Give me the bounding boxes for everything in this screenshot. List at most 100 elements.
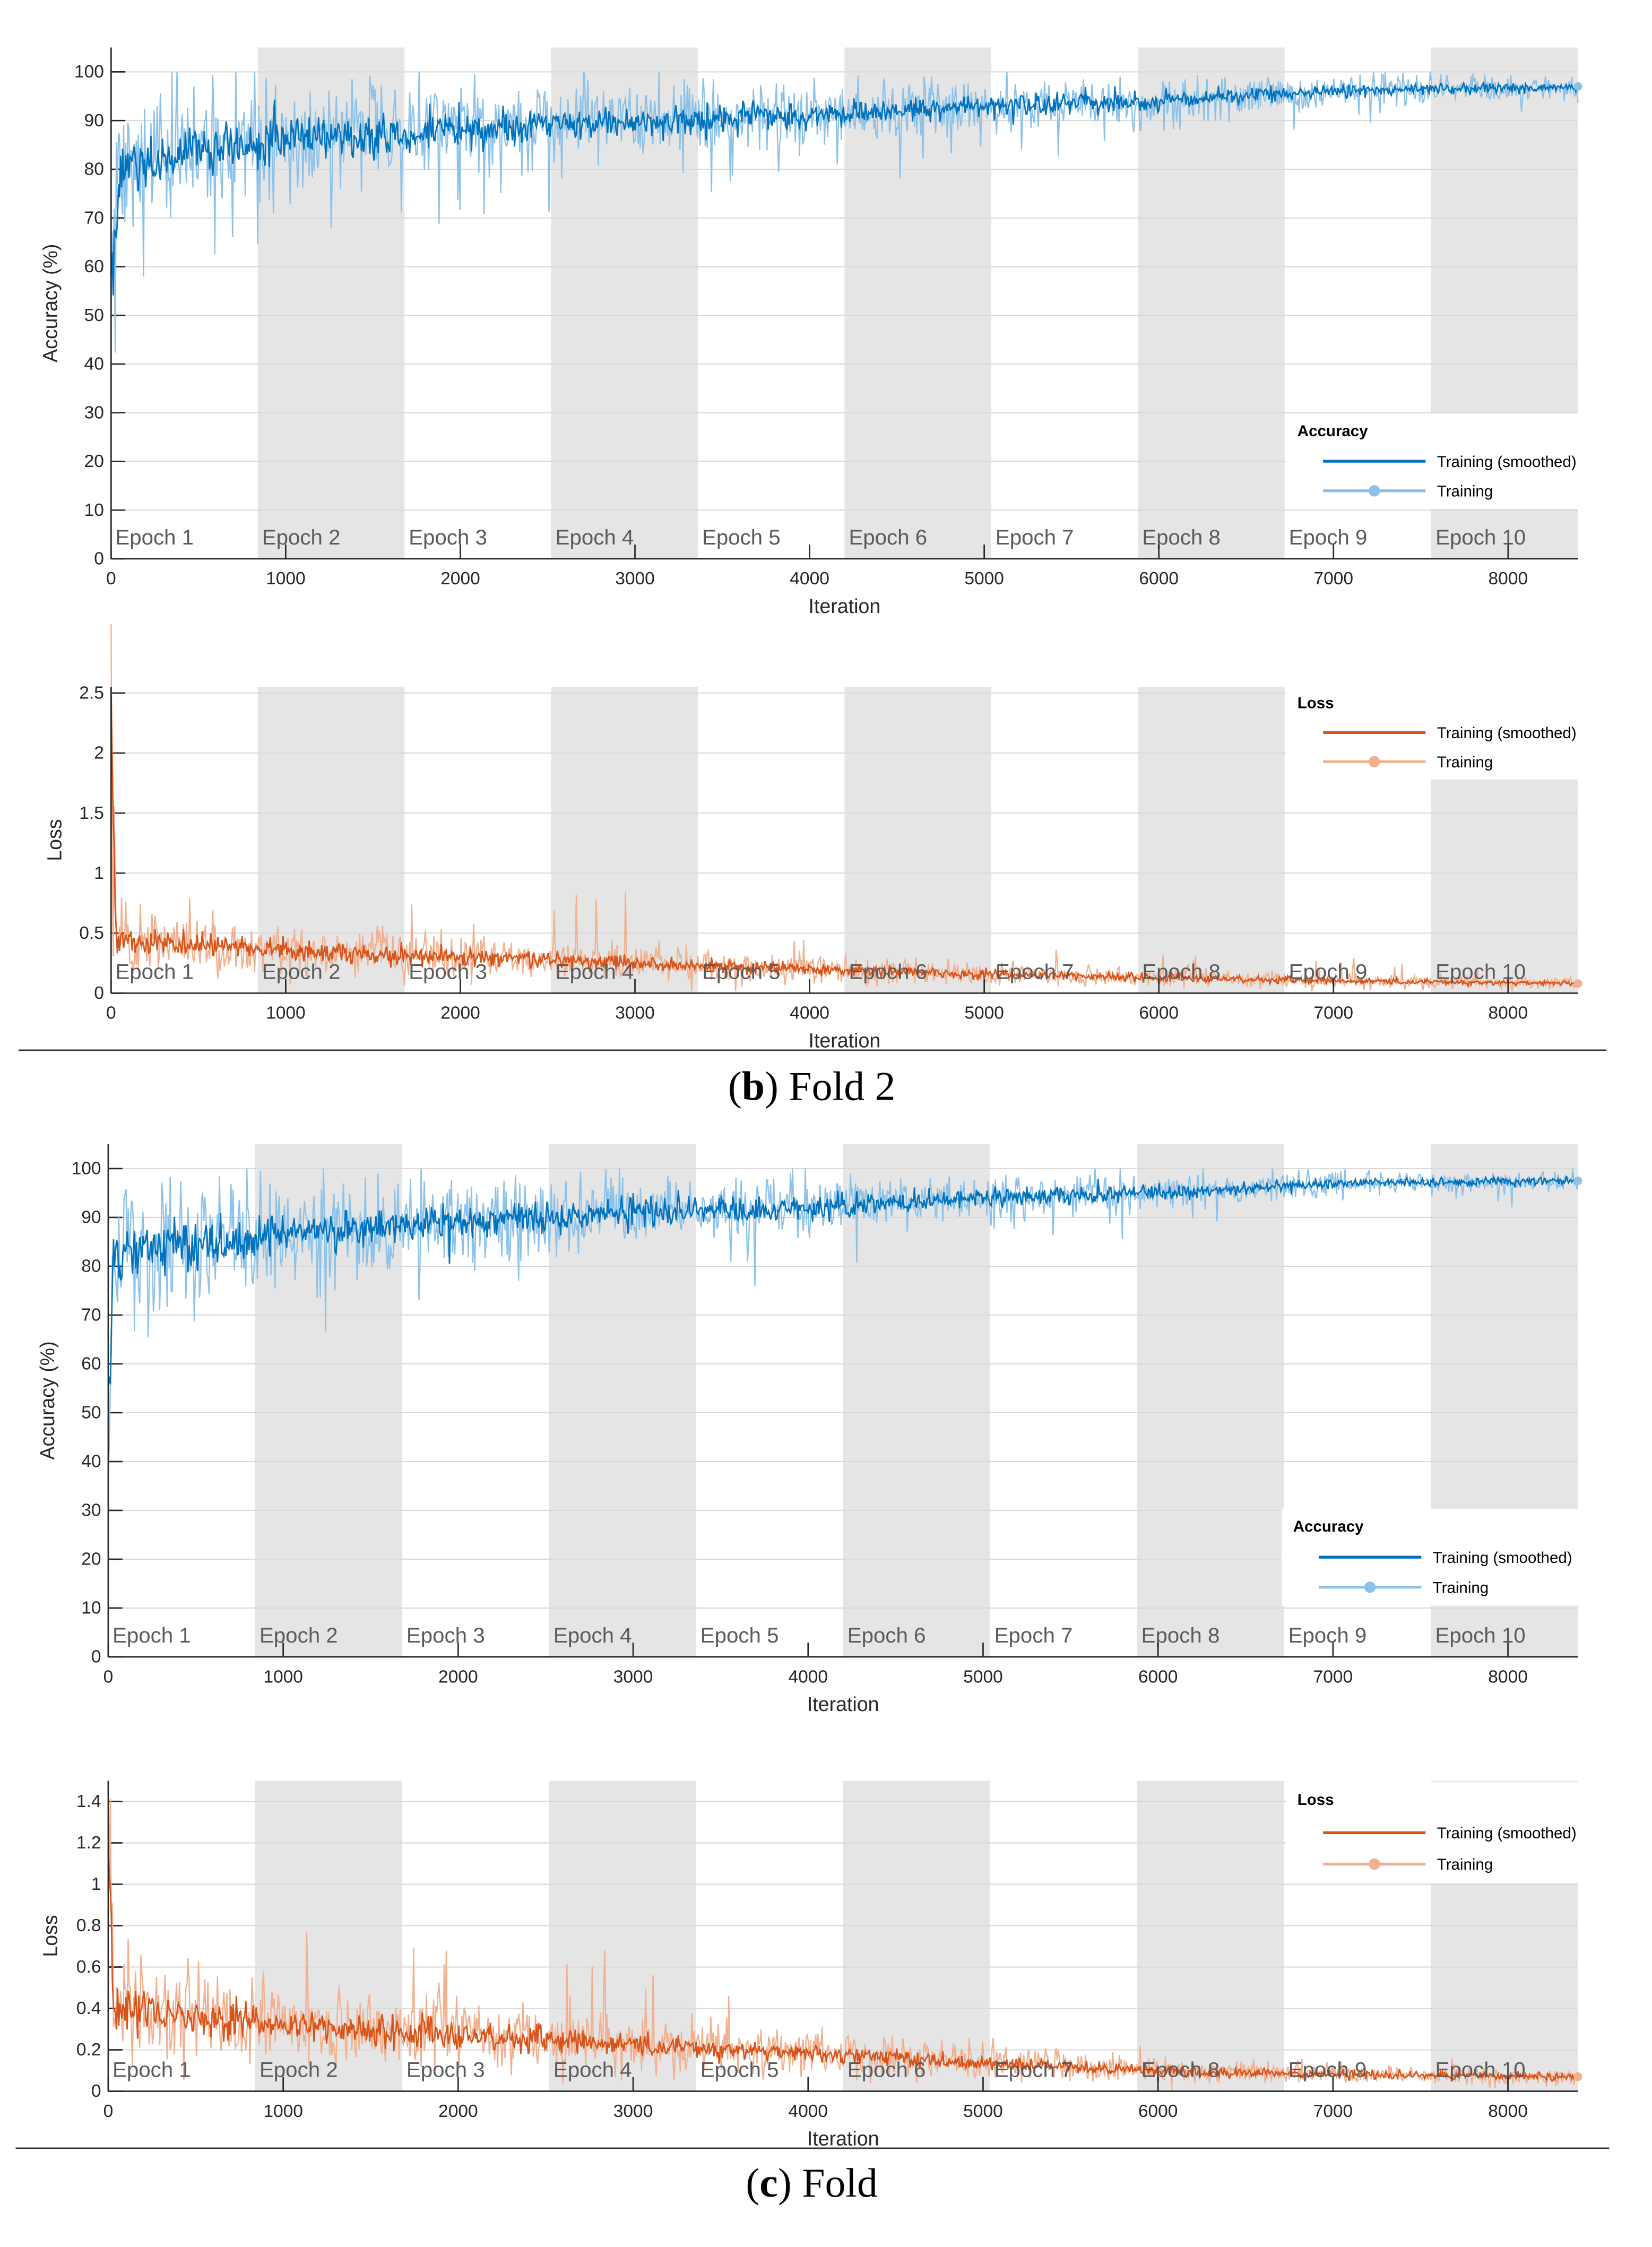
x-tick-label: 5000: [963, 2102, 1003, 2121]
y-tick-label: 100: [74, 62, 104, 82]
x-tick-label: 0: [103, 2102, 114, 2121]
epoch-label: Epoch 10: [1435, 960, 1526, 984]
legend-entry: Training (smoothed): [1437, 453, 1577, 471]
epoch-band: [843, 1781, 990, 2092]
x-tick-label: 3000: [613, 2102, 653, 2121]
epoch-label: Epoch 8: [1141, 2058, 1220, 2082]
epoch-band: [1138, 47, 1285, 559]
legend: Accuracy Training (smoothed) Training: [1282, 1508, 1581, 1606]
epoch-label: Epoch 3: [409, 960, 487, 984]
x-axis-label: Iteration: [809, 595, 881, 617]
legend-entry: Training (smoothed): [1433, 1549, 1572, 1567]
y-tick-label: 90: [81, 1208, 101, 1228]
epoch-label: Epoch 3: [406, 1623, 485, 1647]
x-axis-label: Iteration: [807, 2127, 879, 2149]
x-tick-label: 2000: [438, 1667, 478, 1687]
epoch-label: Epoch 10: [1435, 2058, 1526, 2082]
x-tick-label: 8000: [1488, 1667, 1528, 1687]
series-training-smoothed: [107, 1847, 1579, 2082]
y-tick-label: 0.6: [76, 1957, 101, 1977]
caption-b: (b) Fold 2: [728, 1064, 896, 1109]
y-tick-label: 60: [84, 257, 104, 276]
y-tick-label: 0: [94, 549, 104, 569]
chart-1: 0 10 20 30 40 50 60 70 80 90 100 Epoch 1 Epoch 2 Epoc…: [39, 47, 1582, 617]
epoch-label: Epoch 1: [113, 2058, 191, 2082]
x-tick-label: 7000: [1313, 1667, 1353, 1687]
epoch-label: Epoch 5: [700, 1623, 779, 1647]
chart-3: 0 10 20 30 40 50 60 70 80 90 100 Epoch 1 Epoch 2 Epoc…: [36, 1144, 1582, 1715]
chart-2: 0 0.5 1 1.5 2 2.5 Epoch 1 Epoch 2 Epoch 3 Epoch 4…: [43, 624, 1582, 1051]
caption-c: (c) Fold: [746, 2160, 878, 2206]
x-tick-label: 0: [106, 569, 116, 589]
series-training: [110, 71, 1579, 353]
y-tick-label: 1.4: [76, 1792, 101, 1811]
x-tick-label: 0: [106, 1004, 116, 1023]
epoch-label: Epoch 4: [556, 960, 634, 984]
y-tick-label: 50: [81, 1403, 101, 1423]
y-axis-label: Accuracy (%): [39, 244, 61, 362]
x-tick-label: 4000: [790, 569, 829, 589]
y-axis-label: Loss: [43, 819, 65, 861]
x-tick-label: 7000: [1313, 1004, 1353, 1023]
series-training-smoothed: [110, 81, 1579, 296]
x-tick-label: 8000: [1489, 569, 1528, 589]
x-tick-label: 8000: [1489, 1004, 1528, 1023]
x-tick-label: 8000: [1488, 2102, 1528, 2121]
epoch-label: Epoch 5: [702, 525, 781, 549]
x-tick-label: 1000: [263, 1667, 303, 1687]
y-axis-label: Loss: [39, 1915, 61, 1957]
epoch-label: Epoch 6: [849, 960, 927, 984]
y-tick-label: 40: [84, 355, 104, 374]
y-tick-label: 0: [91, 2081, 101, 2101]
x-tick-label: 0: [103, 1667, 114, 1687]
y-tick-label: 20: [81, 1550, 101, 1569]
x-tick-label: 6000: [1138, 1667, 1178, 1687]
epoch-band: [1137, 1144, 1284, 1657]
legend-entry: Training: [1437, 754, 1493, 771]
y-tick-label: 30: [84, 403, 104, 422]
epoch-band: [843, 1144, 990, 1657]
y-tick-label: 50: [84, 306, 104, 325]
epoch-label: Epoch 6: [849, 525, 927, 549]
x-tick-label: 3000: [615, 1004, 655, 1023]
epoch-label: Epoch 10: [1435, 525, 1526, 549]
y-tick-label: 1: [94, 863, 104, 883]
x-tick-label: 2000: [440, 1004, 480, 1023]
epoch-label: Epoch 8: [1142, 960, 1221, 984]
y-tick-label: 30: [81, 1501, 101, 1520]
epoch-band: [1138, 687, 1285, 993]
x-tick-label: 6000: [1138, 2102, 1178, 2121]
y-tick-label: 100: [72, 1159, 101, 1179]
legend: Loss Training (smoothed) Training: [1286, 685, 1581, 780]
epoch-label: Epoch 9: [1288, 2058, 1367, 2082]
y-tick-label: 2.5: [79, 684, 104, 703]
epoch-label: Epoch 7: [994, 1623, 1073, 1647]
y-tick-label: 0.4: [76, 1999, 101, 2018]
epoch-label: Epoch 7: [996, 960, 1074, 984]
x-tick-label: 2000: [438, 2102, 478, 2121]
series-training-smoothed: [107, 1174, 1579, 1387]
epoch-label: Epoch 5: [700, 2058, 779, 2082]
y-tick-label: 0: [91, 1647, 101, 1667]
epoch-label: Epoch 7: [996, 525, 1074, 549]
series-training: [107, 1168, 1579, 1473]
epoch-label: Epoch 10: [1435, 1623, 1526, 1647]
epoch-label: Epoch 1: [113, 1623, 191, 1647]
x-axis-label: Iteration: [807, 1693, 879, 1715]
legend-title: Loss: [1298, 1791, 1334, 1809]
x-tick-label: 6000: [1139, 1004, 1179, 1023]
y-tick-label: 10: [81, 1598, 101, 1618]
x-tick-label: 5000: [964, 1004, 1004, 1023]
epoch-label: Epoch 8: [1142, 525, 1221, 549]
legend-entry: Training: [1437, 1856, 1493, 1873]
y-tick-label: 70: [81, 1306, 101, 1325]
legend: Accuracy Training (smoothed) Training: [1286, 413, 1581, 509]
y-tick-label: 0.5: [79, 923, 104, 943]
epoch-label: Epoch 9: [1288, 1623, 1367, 1647]
x-tick-label: 4000: [788, 2102, 828, 2121]
final-marker: [1573, 979, 1582, 988]
legend-entry: Training (smoothed): [1437, 1825, 1577, 1842]
x-tick-label: 6000: [1139, 569, 1179, 589]
